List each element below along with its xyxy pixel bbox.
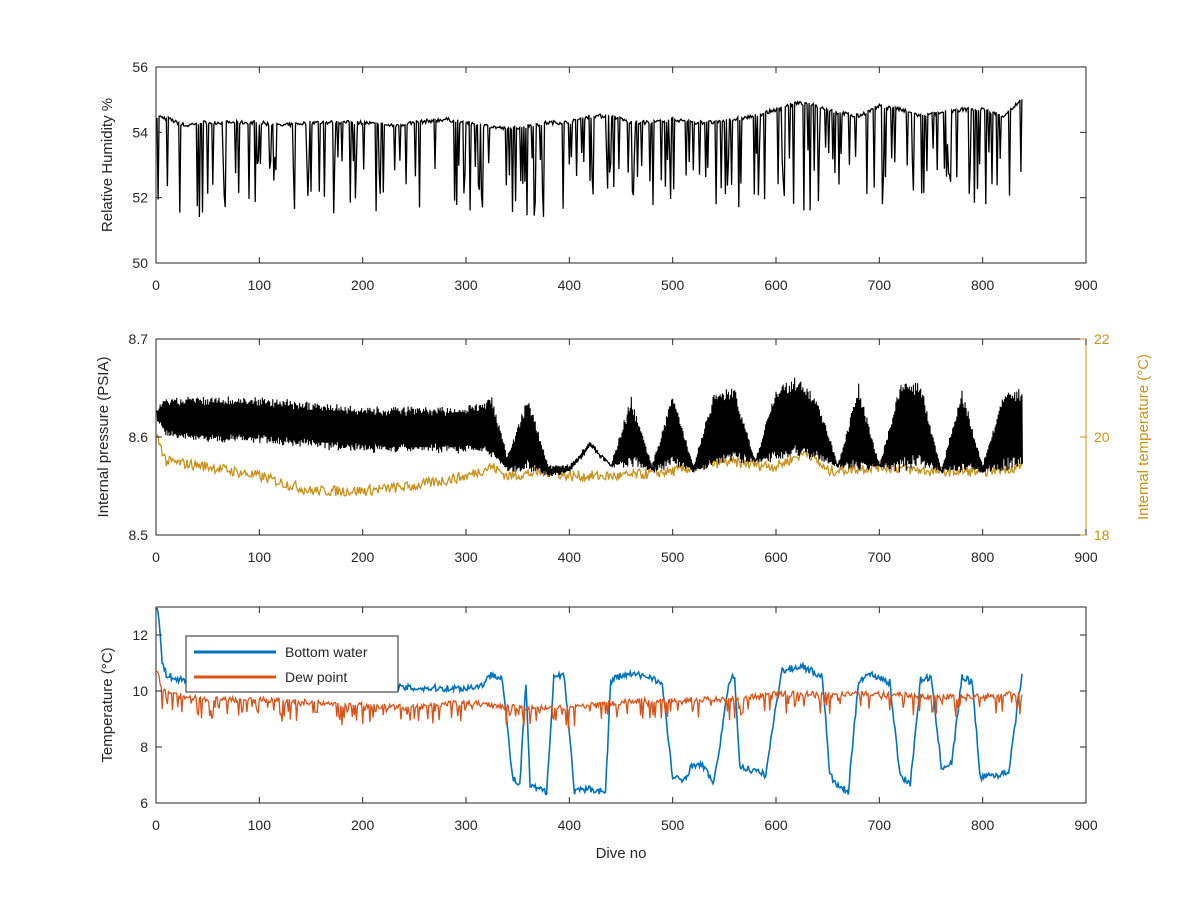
x-tick-label: 600 <box>764 549 788 565</box>
relative-humidity-line <box>156 99 1023 218</box>
y-tick-label: 50 <box>132 255 148 271</box>
temperature-x-ticks: 0 100 200 300 400 500 600 700 800 900 <box>152 607 1098 833</box>
y-tick-label: 6 <box>140 795 148 811</box>
humidity-series <box>156 99 1023 218</box>
pressure-right-y-ticks: 18 20 22 <box>1080 331 1110 543</box>
y-tick-label: 8.7 <box>129 331 149 347</box>
x-tick-label: 400 <box>558 549 582 565</box>
internal-pressure-line <box>156 377 1023 477</box>
y-tick-label: 8.5 <box>129 527 149 543</box>
x-tick-label: 500 <box>661 817 685 833</box>
humidity-y-ticks: 50 52 54 56 <box>132 59 1086 271</box>
temperature-panel: 0 100 200 300 400 500 600 700 800 900 6 8 10 12 Temp… <box>99 606 1098 862</box>
x-tick-label: 400 <box>558 277 582 293</box>
legend-label-bottom-water: Bottom water <box>285 644 368 660</box>
y-tick-label: 10 <box>132 683 148 699</box>
internal-temperature-axis-label: Internal temperature (°C) <box>1135 354 1152 520</box>
pressure-panel: 0 100 200 300 400 500 600 700 800 900 8.5 8.6 8.7 1… <box>95 331 1152 565</box>
internal-pressure-series <box>156 377 1023 477</box>
y-tick-label: 12 <box>132 627 148 643</box>
internal-temperature-line <box>156 434 1023 498</box>
x-tick-label: 700 <box>868 549 892 565</box>
x-tick-label: 100 <box>248 817 272 833</box>
x-tick-label: 200 <box>351 817 375 833</box>
pressure-x-ticks: 0 100 200 300 400 500 600 700 800 900 <box>152 339 1098 565</box>
humidity-y-axis-label: Relative Humidity % <box>99 98 116 232</box>
y-tick-label: 54 <box>132 124 148 140</box>
y-tick-label-right: 20 <box>1094 429 1110 445</box>
x-tick-label: 300 <box>454 277 478 293</box>
x-tick-label: 800 <box>971 549 995 565</box>
x-tick-label: 800 <box>971 817 995 833</box>
x-tick-label: 500 <box>661 277 685 293</box>
legend: Bottom water Dew point <box>185 635 399 693</box>
x-tick-label: 400 <box>558 817 582 833</box>
y-tick-label: 52 <box>132 190 148 206</box>
x-tick-label: 600 <box>764 277 788 293</box>
x-tick-label: 0 <box>152 549 160 565</box>
x-tick-label: 600 <box>764 817 788 833</box>
x-tick-label: 200 <box>351 549 375 565</box>
x-tick-label: 700 <box>868 277 892 293</box>
x-tick-label: 900 <box>1074 549 1098 565</box>
humidity-x-ticks: 0 100 200 300 400 500 600 700 800 900 <box>152 67 1098 293</box>
y-tick-label-right: 22 <box>1094 331 1110 347</box>
y-tick-label: 8.6 <box>129 429 149 445</box>
humidity-panel: 0 100 200 300 400 500 600 700 800 900 50 52 54 56 Re… <box>99 59 1098 293</box>
temperature-y-ticks: 6 8 10 12 <box>132 627 1086 811</box>
temperature-y-axis-label: Temperature (°C) <box>99 647 116 762</box>
dew-point-line <box>156 670 1023 729</box>
x-tick-label: 0 <box>152 277 160 293</box>
internal-temperature-series <box>156 434 1023 498</box>
legend-label-dew-point: Dew point <box>285 669 347 685</box>
x-tick-label: 300 <box>454 817 478 833</box>
x-tick-label: 0 <box>152 817 160 833</box>
x-tick-label: 200 <box>351 277 375 293</box>
x-tick-label: 100 <box>248 277 272 293</box>
y-tick-label: 8 <box>140 739 148 755</box>
x-tick-label: 500 <box>661 549 685 565</box>
x-tick-label: 700 <box>868 817 892 833</box>
x-tick-label: 900 <box>1074 277 1098 293</box>
y-tick-label: 56 <box>132 59 148 75</box>
x-tick-label: 100 <box>248 549 272 565</box>
x-tick-label: 900 <box>1074 817 1098 833</box>
x-tick-label: 300 <box>454 549 478 565</box>
pressure-y-axis-label: Internal pressure (PSIA) <box>95 357 112 518</box>
legend-box <box>185 635 399 693</box>
y-tick-label-right: 18 <box>1094 527 1110 543</box>
temperature-x-axis-label: Dive no <box>596 845 647 862</box>
x-tick-label: 800 <box>971 277 995 293</box>
